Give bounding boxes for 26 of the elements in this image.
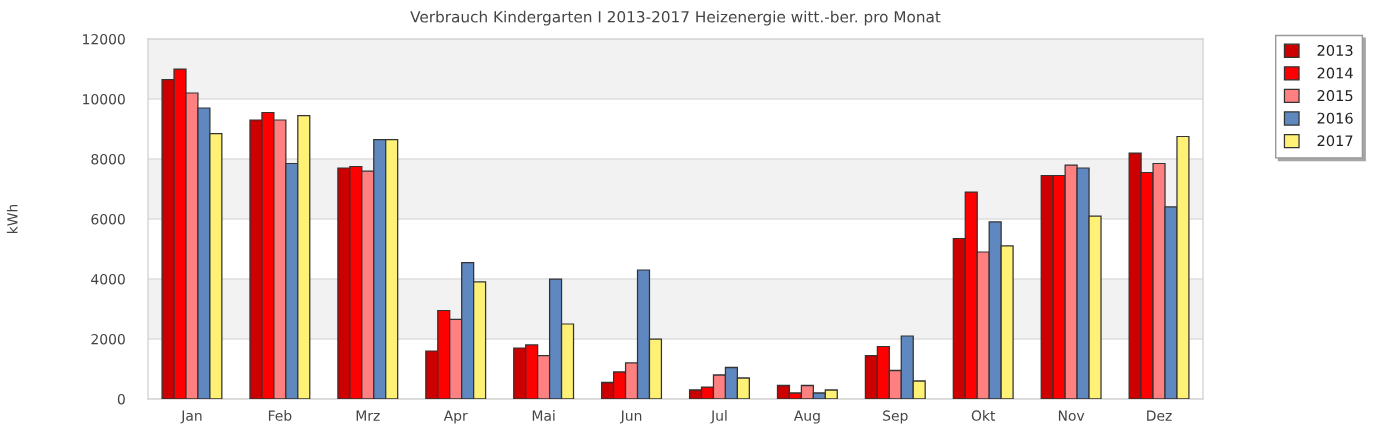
x-tick-label: Dez — [1147, 410, 1172, 421]
y-tick-label: 12000 — [83, 33, 125, 45]
y-tick-label: 0 — [117, 393, 125, 405]
x-tick-label: Jul — [710, 410, 727, 424]
x-tick-label: Sep — [883, 410, 908, 424]
y-tick-label: 6000 — [91, 213, 125, 225]
x-tick-label: Mrz — [356, 410, 380, 421]
x-tick-label: Jan — [180, 410, 202, 424]
x-tick-label: Aug — [793, 410, 820, 424]
legend-label: 2015 — [1317, 90, 1353, 102]
legend-label: 2016 — [1317, 112, 1353, 124]
y-axis-title: kWh — [6, 204, 18, 234]
x-tick-label: Feb — [268, 410, 292, 421]
y-tick-label: 2000 — [91, 333, 125, 345]
legend-label: 2014 — [1317, 67, 1353, 79]
x-tick-label: Jun — [619, 410, 642, 424]
x-tick-label: Nov — [1058, 410, 1085, 421]
x-tick-label: Mai — [532, 410, 555, 421]
x-tick-label: Apr — [443, 410, 468, 424]
legend-label: 2017 — [1317, 135, 1353, 147]
y-tick-label: 8000 — [91, 153, 125, 165]
x-tick-label: Okt — [971, 410, 996, 421]
chart-title: Verbrauch Kindergarten I 2013-2017 Heizenergie witt.-ber. pro Monat — [410, 10, 941, 26]
y-tick-label: 10000 — [83, 93, 125, 105]
y-tick-label: 4000 — [91, 273, 125, 285]
legend-label: 2013 — [1317, 44, 1353, 56]
